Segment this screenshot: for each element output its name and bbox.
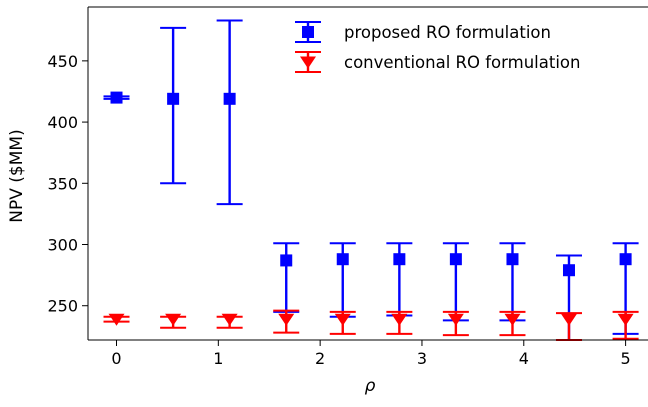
data-point — [560, 313, 577, 326]
data-point — [278, 313, 295, 326]
legend: proposed RO formulation conventional RO f… — [295, 21, 580, 73]
data-point — [562, 264, 575, 277]
y-axis: 250 300 350 400 450 — [47, 52, 88, 316]
data-point — [336, 253, 349, 266]
x-tick-label: 5 — [621, 349, 631, 368]
data-point — [447, 313, 464, 326]
x-tick-label: 3 — [417, 349, 427, 368]
legend-label: proposed RO formulation — [344, 23, 551, 42]
y-tick-label: 350 — [47, 174, 78, 193]
data-point — [506, 253, 519, 266]
legend-entry-proposed: proposed RO formulation — [295, 21, 551, 43]
y-tick-label: 400 — [47, 113, 78, 132]
plot-frame — [87, 6, 648, 341]
x-axis: 0 1 2 3 4 5 — [111, 340, 631, 368]
x-tick-label: 0 — [111, 349, 121, 368]
legend-label: conventional RO formulation — [344, 53, 580, 72]
data-point — [167, 92, 180, 105]
data-point — [619, 253, 632, 266]
legend-marker — [302, 26, 314, 38]
data-point — [223, 92, 236, 105]
x-axis-label: ρ — [365, 376, 376, 396]
data-point — [617, 313, 634, 326]
data-point — [393, 253, 406, 266]
y-axis-label: NPV ($MM) — [7, 129, 27, 222]
data-point — [449, 253, 462, 266]
series-conventional — [103, 309, 639, 341]
y-tick-label: 450 — [47, 52, 78, 71]
data-point — [504, 313, 521, 326]
legend-entry-conventional: conventional RO formulation — [295, 51, 580, 73]
data-point — [108, 313, 125, 326]
x-tick-label: 1 — [213, 349, 223, 368]
data-point — [165, 313, 182, 326]
data-point — [110, 91, 123, 104]
y-tick-label: 300 — [47, 236, 78, 255]
data-point — [280, 254, 293, 267]
data-point — [334, 313, 351, 326]
legend-marker — [300, 56, 316, 69]
y-tick-label: 250 — [47, 297, 78, 316]
data-point — [391, 313, 408, 326]
data-point — [221, 313, 238, 326]
x-tick-label: 4 — [519, 349, 529, 368]
x-tick-label: 2 — [315, 349, 325, 368]
